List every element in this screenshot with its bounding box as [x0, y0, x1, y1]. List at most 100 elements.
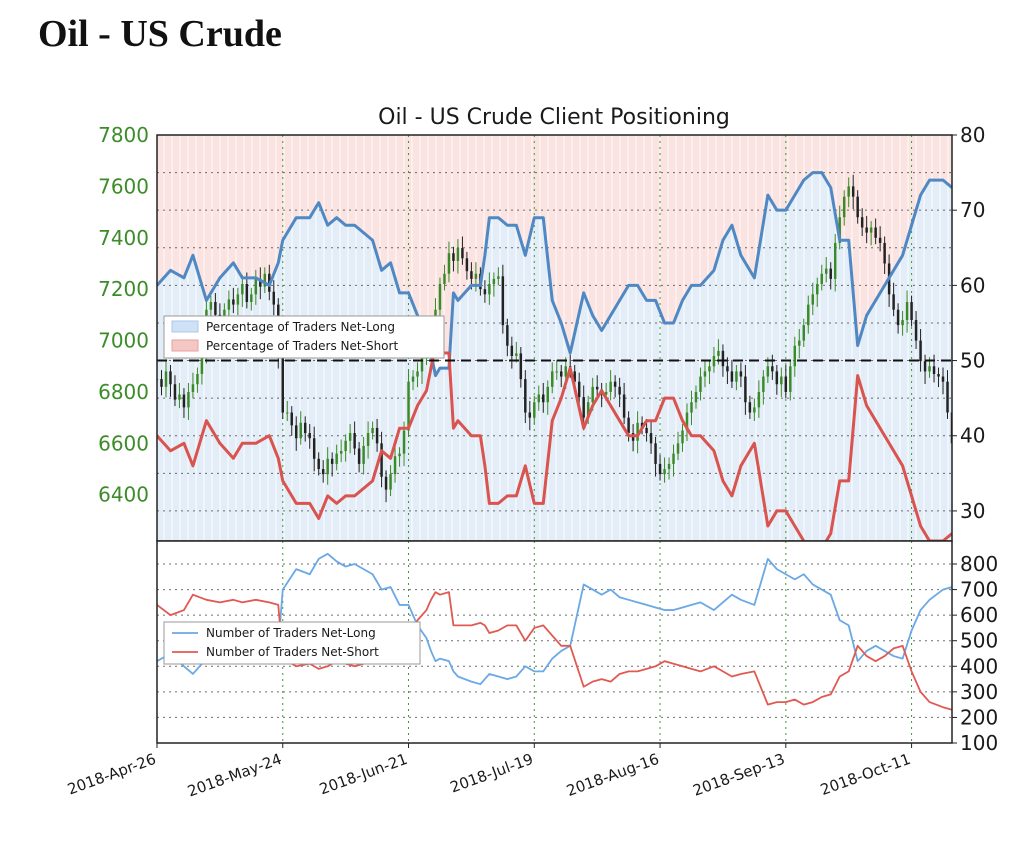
candle-body — [762, 376, 765, 392]
candle-body — [393, 456, 397, 475]
candle-body — [829, 268, 832, 279]
candle-body — [546, 386, 549, 403]
candle-body — [811, 294, 814, 305]
candle-body — [510, 345, 514, 356]
candle-body — [595, 386, 599, 390]
candle-body — [528, 412, 532, 418]
candle-body — [694, 391, 698, 403]
candle-body — [537, 394, 541, 403]
x-axis-tick-label: 2018-Apr-26 — [65, 750, 158, 799]
candle-body — [582, 397, 585, 418]
candle-body — [874, 227, 877, 238]
count-axis-tick-label: 400 — [960, 654, 998, 678]
candle-body — [236, 294, 240, 305]
candle-body — [914, 320, 918, 341]
candle-body — [699, 376, 702, 392]
candle-body — [438, 284, 442, 310]
candle-body — [676, 443, 680, 454]
candle-body — [851, 186, 855, 197]
candle-body — [308, 433, 311, 439]
candle-body — [299, 422, 302, 439]
candle-body — [649, 433, 653, 444]
candle-body — [160, 379, 163, 387]
candle-body — [820, 273, 823, 285]
candle-body — [739, 371, 743, 377]
candle-body — [833, 242, 837, 279]
candle-body — [501, 276, 505, 326]
count-panel-frame — [156, 540, 953, 744]
candle-body — [492, 278, 496, 285]
candle-body — [398, 453, 401, 457]
candle-body — [200, 350, 204, 374]
candle-body — [348, 433, 352, 441]
candle-body — [708, 366, 711, 372]
candle-body — [263, 273, 267, 287]
candle-body — [555, 371, 558, 373]
left-axis-tick-label: 6800 — [98, 380, 149, 404]
candle-body — [905, 302, 909, 321]
candle-body — [941, 376, 945, 382]
candle-body — [182, 394, 186, 408]
left-axis-tick-label: 7800 — [98, 123, 149, 147]
x-axis-tick-label: 2018-Jun-21 — [317, 750, 410, 799]
candle-body — [353, 433, 356, 449]
candle-body — [452, 253, 455, 261]
price-legend-box — [163, 315, 445, 359]
candle-body — [214, 302, 217, 315]
candle-body — [335, 453, 338, 464]
candle-body — [456, 248, 460, 261]
candle-body — [483, 289, 487, 295]
candle-body — [317, 458, 320, 470]
candle-body — [443, 273, 446, 285]
candle-body — [618, 386, 621, 395]
candle-body — [173, 384, 177, 400]
candle-body — [384, 476, 388, 490]
candle-body — [928, 366, 931, 372]
candle-body — [604, 391, 608, 395]
candle-body — [506, 325, 509, 346]
candle-body — [474, 273, 478, 279]
candle-body — [735, 371, 738, 382]
candle-body — [667, 463, 671, 470]
candle-body — [883, 242, 886, 264]
count-axis-tick-label: 700 — [960, 578, 998, 602]
candle-body — [793, 345, 797, 367]
candle-body — [609, 381, 612, 392]
right-axis-tick-label: 60 — [960, 273, 985, 297]
candle-body — [937, 373, 940, 377]
candle-body — [259, 278, 262, 287]
candle-body — [869, 227, 873, 233]
candle-body — [488, 284, 491, 295]
candle-body — [420, 358, 424, 372]
chart-title: Oil - US Crude Client Positioning — [378, 105, 730, 130]
candle-body — [254, 278, 258, 295]
candle-body — [896, 309, 900, 326]
candle-body — [533, 402, 536, 418]
candle-body — [344, 440, 347, 452]
count-axis-tick-label: 300 — [960, 680, 998, 704]
legend-label-net-long-count: Number of Traders Net-Long — [206, 626, 376, 640]
right-axis-tick-label: 40 — [960, 424, 985, 448]
candle-body — [645, 427, 648, 434]
candle-body — [730, 371, 734, 382]
count-axis-tick-label: 600 — [960, 603, 998, 627]
candle-body — [245, 284, 249, 303]
candle-body — [789, 366, 792, 392]
candle-body — [286, 412, 289, 414]
net-long-count-line — [157, 552, 952, 686]
candle-body — [250, 294, 253, 303]
candle-body — [591, 386, 594, 403]
candle-body — [290, 412, 293, 426]
candle-body — [178, 394, 181, 400]
candle-body — [366, 433, 370, 446]
candle-body — [497, 276, 500, 279]
net-long-percentage-line — [157, 171, 952, 378]
candle-body — [748, 402, 752, 413]
candle-body — [681, 430, 684, 444]
candle-body — [232, 299, 235, 305]
candle-body — [577, 381, 581, 398]
legend-label-net-short-pct: Percentage of Traders Net-Short — [206, 339, 398, 353]
candle-body — [573, 371, 576, 382]
candle-body — [775, 371, 779, 385]
